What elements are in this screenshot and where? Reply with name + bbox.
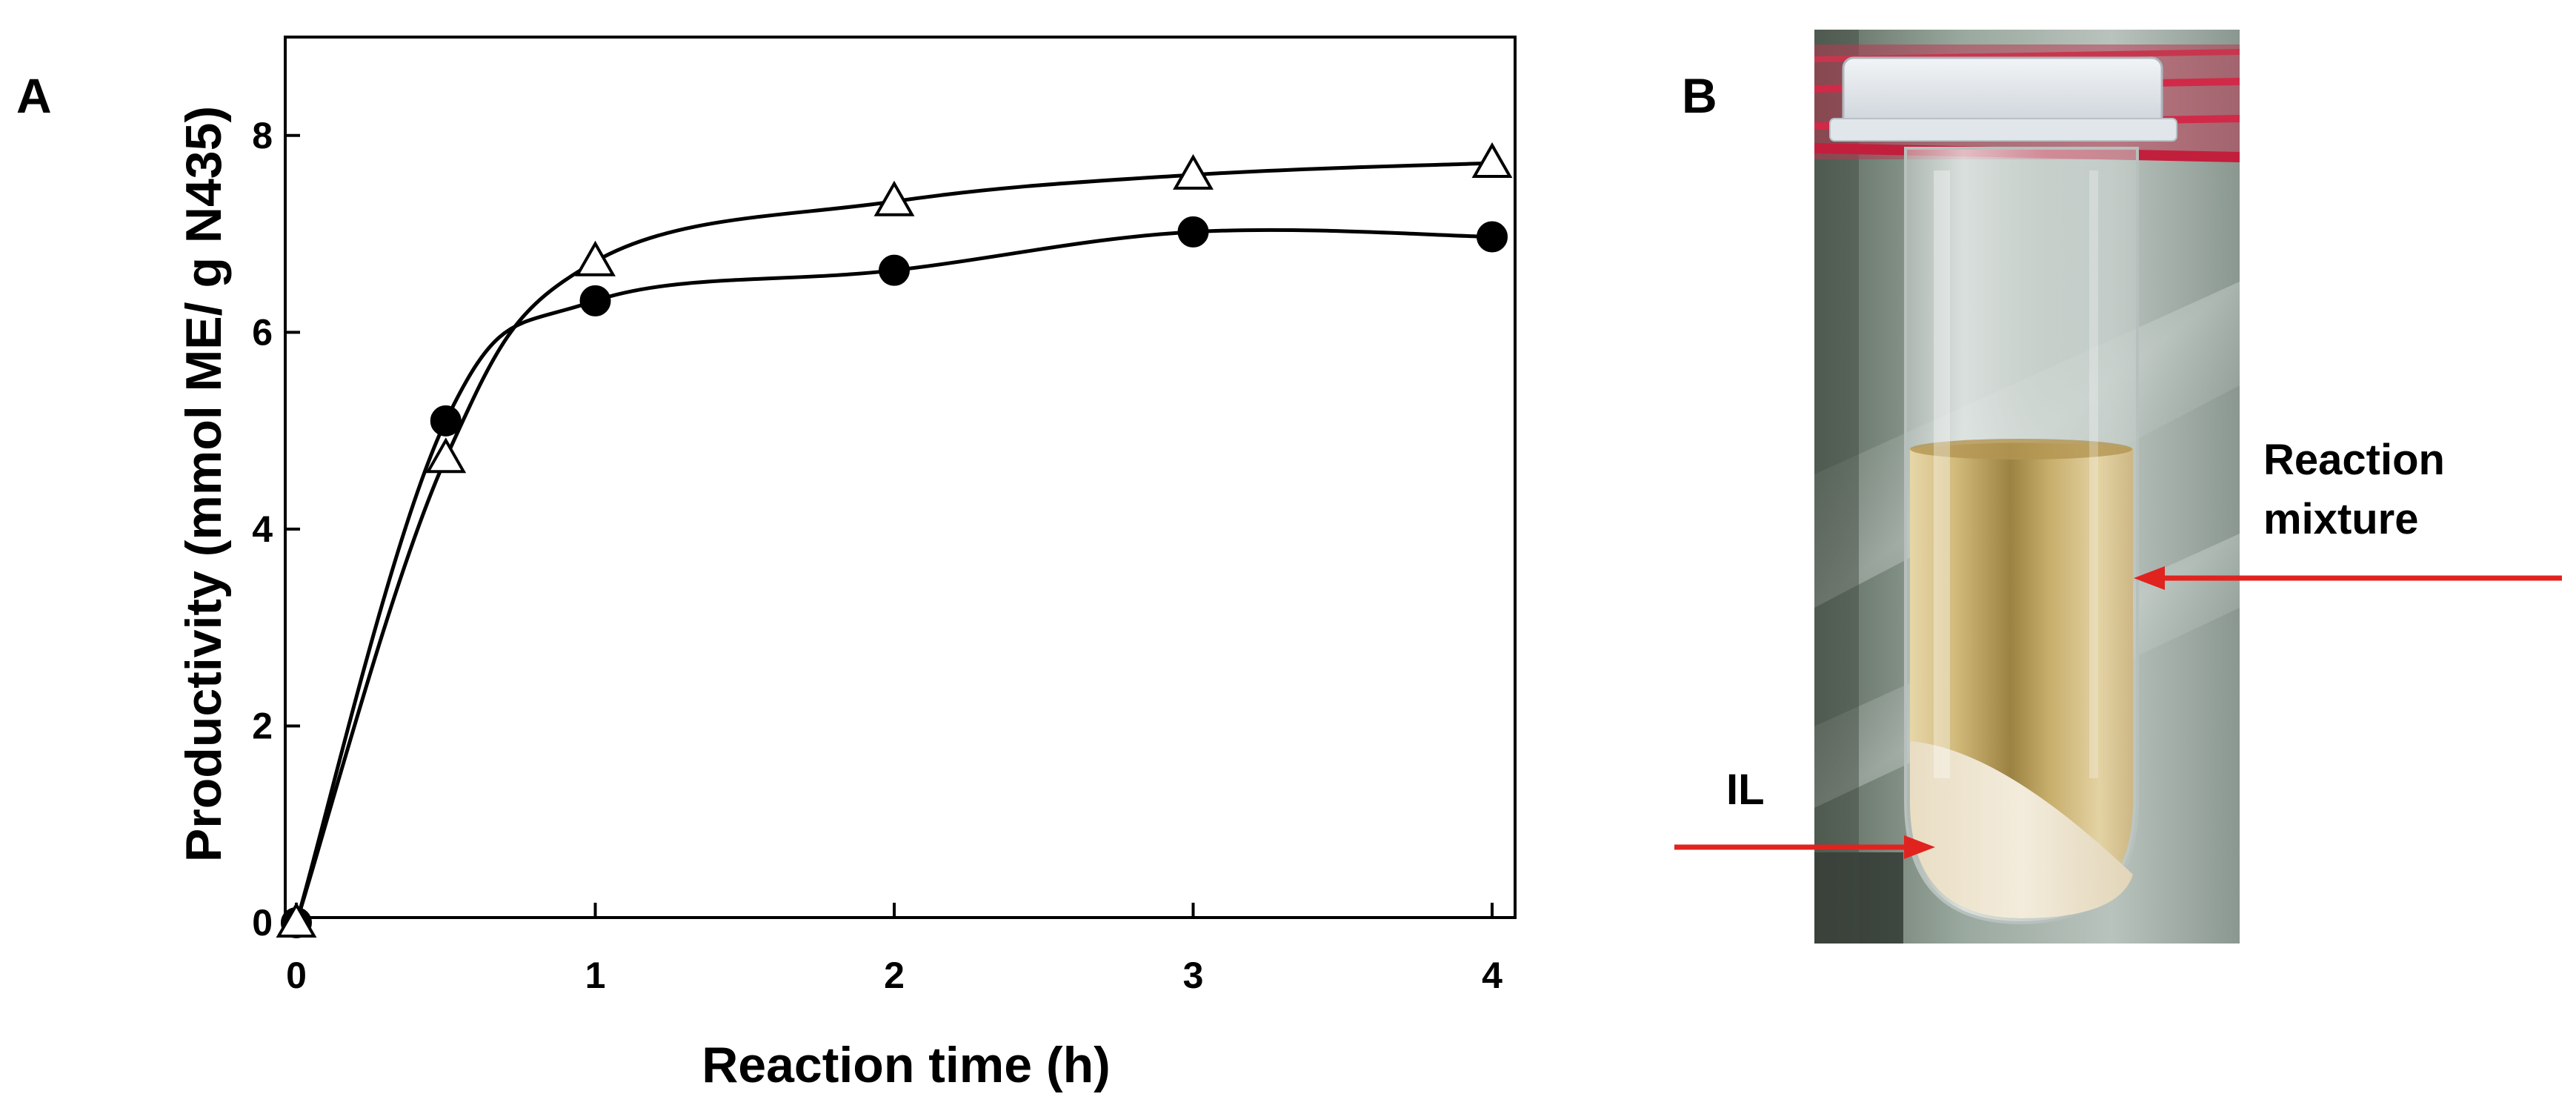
panel-b-letter: B	[1682, 68, 1717, 123]
x-tick-label: 0	[286, 955, 307, 996]
y-tick-label: 0	[252, 902, 273, 943]
x-axis-label: Reaction time (h)	[702, 1037, 1111, 1093]
y-axis: 0 2 4 6 8	[252, 115, 300, 943]
series-curves	[294, 161, 1493, 923]
il-label: IL	[1726, 766, 1765, 814]
data-point-circle	[879, 254, 910, 286]
y-tick-label: 4	[252, 508, 273, 550]
data-point-triangle	[1471, 142, 1513, 178]
liquid-meniscus	[1910, 439, 2132, 460]
tube-cap-rim	[1829, 118, 2177, 142]
data-point-triangle	[1173, 153, 1214, 190]
series-markers	[276, 142, 1513, 938]
x-tick-label: 4	[1482, 955, 1502, 996]
tube-highlight	[2089, 170, 2098, 778]
data-point-triangle	[425, 437, 467, 474]
data-point-triangle	[276, 901, 317, 938]
il-phase	[1910, 741, 2133, 918]
reaction-mixture-label-line1: Reaction	[2263, 436, 2445, 484]
y-axis-label: Productivity (mmol ME/ g N435)	[176, 106, 232, 862]
y-tick-label: 6	[252, 311, 273, 353]
x-tick-label: 3	[1183, 955, 1204, 996]
y-tick-label: 8	[252, 115, 273, 156]
reaction-mixture-label-line2: mixture	[2263, 495, 2419, 543]
panel-a-letter: A	[16, 68, 52, 123]
productivity-chart: 0 2 4 6 8 0 1 2 3 4 Reaction time (h) Productivi…	[176, 36, 1517, 1093]
x-axis: 0 1 2 3 4	[286, 903, 1502, 996]
data-point-triangle	[873, 180, 915, 216]
y-tick-label: 2	[252, 705, 273, 746]
photo-shadow	[1814, 852, 1903, 943]
data-point-triangle	[575, 240, 616, 276]
data-point-circle	[430, 405, 462, 437]
plot-frame	[284, 36, 1517, 919]
tube-highlight	[1934, 170, 1950, 778]
reaction-mixture-arrow	[2134, 566, 2562, 590]
photo-shadow	[1814, 30, 1859, 943]
data-point-circle	[1177, 216, 1209, 248]
series-line	[294, 161, 1493, 923]
data-point-circle	[1477, 221, 1508, 253]
il-arrow	[1674, 835, 1935, 859]
data-point-circle	[579, 285, 611, 316]
series-line	[294, 228, 1493, 923]
x-tick-label: 2	[884, 955, 905, 996]
x-tick-label: 1	[585, 955, 606, 996]
reaction-tube-photo	[1814, 30, 2240, 943]
